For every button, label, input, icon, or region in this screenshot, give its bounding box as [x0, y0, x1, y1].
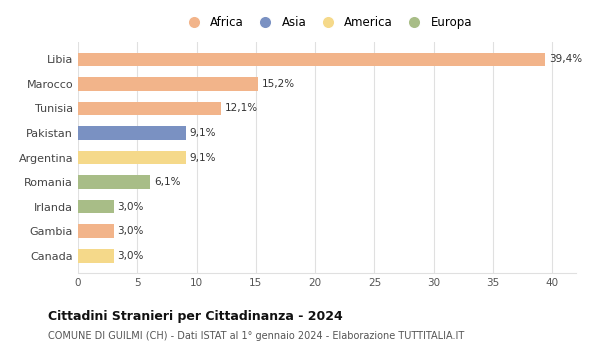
Text: 6,1%: 6,1%	[154, 177, 181, 187]
Text: COMUNE DI GUILMI (CH) - Dati ISTAT al 1° gennaio 2024 - Elaborazione TUTTITALIA.: COMUNE DI GUILMI (CH) - Dati ISTAT al 1°…	[48, 331, 464, 341]
Bar	[78, 126, 186, 140]
Bar	[78, 77, 258, 91]
Bar	[78, 102, 221, 115]
Bar	[78, 249, 113, 262]
Text: Cittadini Stranieri per Cittadinanza - 2024: Cittadini Stranieri per Cittadinanza - 2…	[48, 310, 343, 323]
Legend: Africa, Asia, America, Europa: Africa, Asia, America, Europa	[177, 11, 477, 33]
Text: 12,1%: 12,1%	[225, 103, 258, 113]
Text: 3,0%: 3,0%	[117, 226, 143, 236]
Bar	[78, 224, 113, 238]
Text: 15,2%: 15,2%	[262, 79, 295, 89]
Text: 39,4%: 39,4%	[549, 54, 582, 64]
Text: 3,0%: 3,0%	[117, 251, 143, 261]
Text: 3,0%: 3,0%	[117, 202, 143, 212]
Text: 9,1%: 9,1%	[190, 153, 216, 162]
Bar	[78, 175, 151, 189]
Text: 9,1%: 9,1%	[190, 128, 216, 138]
Bar	[78, 151, 186, 164]
Bar	[78, 52, 545, 66]
Bar	[78, 200, 113, 214]
